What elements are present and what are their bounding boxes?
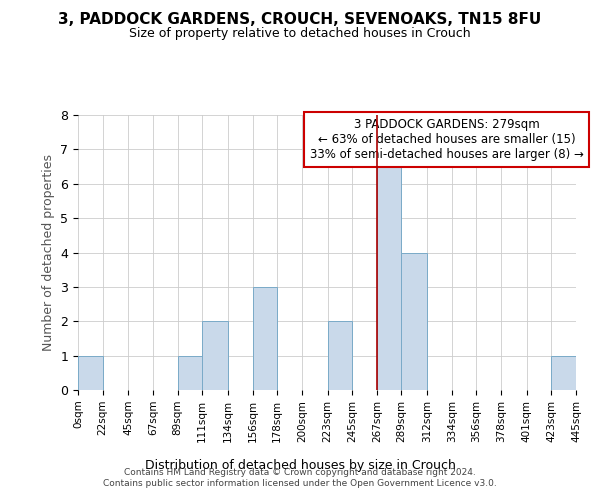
Text: Contains HM Land Registry data © Crown copyright and database right 2024.
Contai: Contains HM Land Registry data © Crown c…	[103, 468, 497, 487]
Y-axis label: Number of detached properties: Number of detached properties	[42, 154, 55, 351]
Bar	[551, 356, 576, 390]
Text: Size of property relative to detached houses in Crouch: Size of property relative to detached ho…	[129, 28, 471, 40]
Bar	[253, 287, 277, 390]
Bar	[78, 356, 103, 390]
Bar	[328, 322, 352, 390]
Bar	[178, 356, 202, 390]
Bar	[377, 150, 401, 390]
Bar	[202, 322, 228, 390]
Text: 3 PADDOCK GARDENS: 279sqm
← 63% of detached houses are smaller (15)
33% of semi-: 3 PADDOCK GARDENS: 279sqm ← 63% of detac…	[310, 118, 583, 161]
Text: Distribution of detached houses by size in Crouch: Distribution of detached houses by size …	[145, 458, 455, 471]
Bar	[401, 252, 427, 390]
Text: 3, PADDOCK GARDENS, CROUCH, SEVENOAKS, TN15 8FU: 3, PADDOCK GARDENS, CROUCH, SEVENOAKS, T…	[58, 12, 542, 28]
